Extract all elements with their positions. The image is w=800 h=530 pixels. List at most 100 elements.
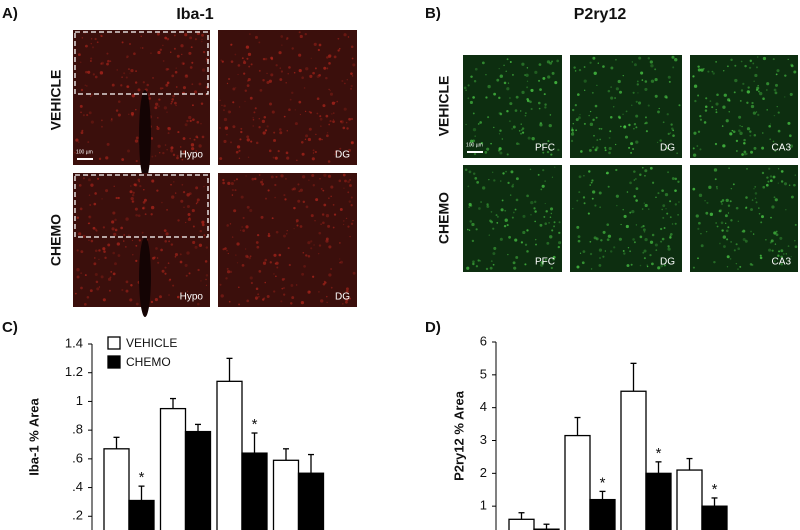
cell-speck <box>551 71 555 75</box>
cell-speck <box>693 131 697 135</box>
bar <box>701 505 728 530</box>
cell-speck <box>323 173 327 177</box>
cell-speck <box>724 214 728 218</box>
cell-speck <box>350 222 354 226</box>
cell-speck <box>531 136 535 141</box>
cell-speck <box>643 249 647 253</box>
cell-speck <box>773 260 776 263</box>
cell-speck <box>157 144 161 148</box>
cell-speck <box>703 121 707 124</box>
y-tick-label: 6 <box>480 333 487 348</box>
cell-speck <box>597 62 600 64</box>
cell-speck <box>642 251 645 254</box>
cell-speck <box>248 256 251 260</box>
cell-speck <box>663 227 666 229</box>
cell-speck <box>140 35 142 38</box>
cell-speck <box>649 166 653 170</box>
cell-speck <box>254 296 259 300</box>
y-tick-label: 2 <box>480 465 487 480</box>
cell-speck <box>766 109 769 111</box>
cell-speck <box>642 228 646 232</box>
cell-speck <box>549 235 553 239</box>
cell-speck <box>255 298 257 300</box>
cell-speck <box>251 177 255 181</box>
cell-speck <box>170 102 173 105</box>
cell-speck <box>660 227 663 231</box>
cell-speck <box>785 253 787 255</box>
cell-speck <box>90 183 94 187</box>
cell-speck <box>97 177 100 180</box>
cell-speck <box>298 190 301 193</box>
cell-speck <box>171 195 175 199</box>
cell-speck <box>646 265 649 268</box>
cell-speck <box>101 119 103 122</box>
cell-speck <box>667 132 670 136</box>
cell-speck <box>96 41 99 44</box>
cell-speck <box>342 303 344 305</box>
cell-speck <box>722 105 726 109</box>
cell-speck <box>305 67 309 71</box>
cell-speck <box>327 224 331 228</box>
cell-speck <box>135 259 138 262</box>
cell-speck <box>144 213 147 216</box>
cell-speck <box>598 264 602 267</box>
panel-title: P2ry12 <box>574 6 627 23</box>
cell-speck <box>721 125 724 127</box>
cell-speck <box>752 111 757 115</box>
cell-speck <box>622 74 624 77</box>
cell-speck <box>172 94 175 98</box>
cell-speck <box>654 78 658 82</box>
cell-speck <box>333 55 337 59</box>
cell-speck <box>276 266 279 269</box>
cell-speck <box>771 249 774 252</box>
cell-speck <box>606 171 609 175</box>
cell-speck <box>304 138 307 141</box>
cell-speck <box>514 109 518 112</box>
cell-speck <box>184 263 188 267</box>
cell-speck <box>667 75 671 79</box>
cell-speck <box>343 187 345 189</box>
cell-speck <box>544 222 548 226</box>
cell-speck <box>480 142 484 145</box>
cell-speck <box>749 262 753 266</box>
cell-speck <box>130 68 134 73</box>
cell-speck <box>79 61 82 64</box>
cell-speck <box>313 42 317 46</box>
cell-speck <box>176 295 180 299</box>
cell-speck <box>526 250 529 253</box>
cell-speck <box>612 106 615 108</box>
cell-speck <box>201 40 203 43</box>
cell-speck <box>521 90 525 94</box>
cell-speck <box>526 86 529 89</box>
cell-speck <box>318 291 320 293</box>
cell-speck <box>154 106 158 110</box>
cell-speck <box>151 179 155 183</box>
cell-speck <box>106 142 110 146</box>
cell-speck <box>608 151 611 155</box>
cell-speck <box>345 121 348 124</box>
cell-speck <box>543 93 546 96</box>
cell-speck <box>729 258 732 260</box>
cell-speck <box>635 187 639 190</box>
cell-speck <box>102 247 106 251</box>
cell-speck <box>632 238 635 241</box>
cell-speck <box>151 155 154 158</box>
cell-speck <box>773 88 777 92</box>
region-label: CA3 <box>772 143 792 154</box>
cell-speck <box>718 209 721 213</box>
cell-speck <box>774 83 778 87</box>
cell-speck <box>156 257 159 259</box>
cell-speck <box>279 78 283 81</box>
cell-speck <box>595 146 599 150</box>
cell-speck <box>230 141 232 144</box>
cell-speck <box>549 61 553 65</box>
cell-speck <box>262 261 267 265</box>
cell-speck <box>754 197 757 200</box>
cell-speck <box>309 74 313 78</box>
cell-speck <box>332 118 335 121</box>
cell-speck <box>245 225 249 229</box>
cell-speck <box>134 139 139 143</box>
cell-speck <box>545 210 548 213</box>
cell-speck <box>333 213 337 216</box>
cell-speck <box>557 245 561 249</box>
